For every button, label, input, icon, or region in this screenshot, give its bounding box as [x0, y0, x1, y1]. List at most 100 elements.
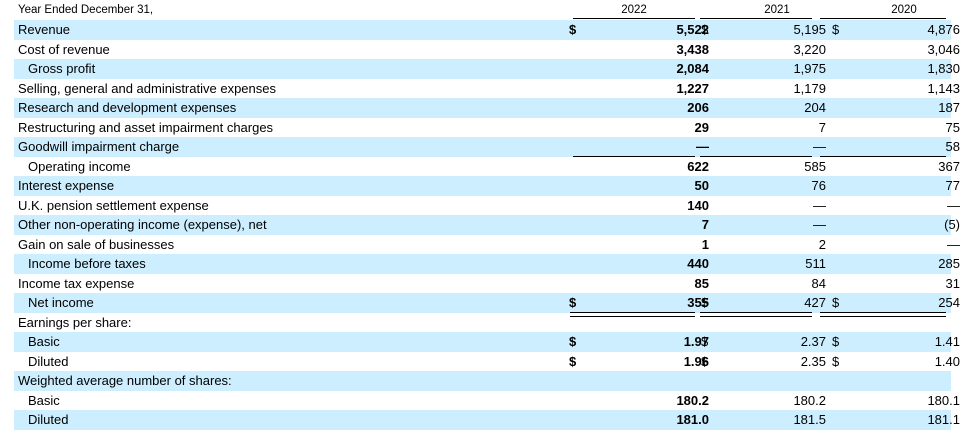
- table-row: U.K. pension settlement expense 140 — —: [14, 196, 960, 216]
- table-row: Net income $ 355 $ 427 $ 254: [14, 293, 960, 313]
- table-row: Income before taxes 440 511 285: [14, 254, 960, 274]
- value-2021: 7: [818, 119, 826, 135]
- value-2020: 181.1: [927, 412, 960, 427]
- row-label: Basic: [28, 334, 60, 349]
- value-2020: 254: [938, 295, 960, 310]
- table-row: Selling, general and administrative expe…: [14, 79, 960, 99]
- table-row: Diluted 181.0 181.5 181.1: [14, 410, 960, 430]
- table-row: Interest expense 50 76 77: [14, 176, 960, 196]
- row-label: Net income: [28, 295, 94, 310]
- header-underline-2021: [700, 18, 812, 19]
- value-2022: 181.0: [676, 412, 709, 427]
- value-2020: 1.41: [934, 334, 960, 349]
- value-2020: 77: [945, 178, 960, 193]
- subtotal-rule: [573, 155, 695, 157]
- table-row: Basic 180.2 180.2 180.1: [14, 391, 960, 411]
- value-2020: 58: [945, 139, 960, 154]
- value-2021: 76: [811, 178, 826, 193]
- subtotal-rule: [820, 155, 946, 157]
- value-2020: 285: [938, 256, 960, 271]
- value-2022: 1.97: [683, 334, 709, 349]
- row-label: Cost of revenue: [18, 41, 110, 57]
- table-row: Other non-operating income (expense), ne…: [14, 215, 960, 235]
- subtotal-rule: [700, 155, 812, 157]
- value-2021: 2: [818, 236, 826, 252]
- value-2022: 2,084: [676, 61, 709, 76]
- dollar-sign: $: [569, 295, 577, 310]
- value-2021: 1,179: [793, 80, 826, 96]
- value-2022: 206: [687, 100, 709, 115]
- value-2022: 7: [701, 217, 709, 232]
- value-2020: 187: [938, 100, 960, 115]
- dollar-sign: $: [569, 353, 577, 369]
- value-2021: 2.37: [800, 334, 826, 349]
- row-label: Basic: [28, 392, 60, 408]
- value-2022: 355: [687, 295, 709, 310]
- value-2020: —: [947, 236, 960, 252]
- value-2020: 75: [945, 119, 960, 135]
- row-label: Selling, general and administrative expe…: [18, 80, 276, 96]
- value-2021: —: [813, 217, 826, 232]
- table-row: Research and development expenses 206 20…: [14, 98, 960, 118]
- year-2022-header: 2022: [621, 4, 647, 16]
- row-label: Interest expense: [18, 178, 115, 193]
- value-2020: 3,046: [927, 41, 960, 57]
- dollar-sign: $: [569, 22, 577, 37]
- dollar-sign: $: [832, 22, 840, 37]
- value-2020: 367: [938, 158, 960, 174]
- value-2021: 2.35: [800, 353, 826, 369]
- total-double-rule: [700, 311, 812, 317]
- row-label: Other non-operating income (expense), ne…: [18, 217, 267, 232]
- value-2020: —: [947, 197, 960, 213]
- row-label: Gross profit: [28, 61, 96, 76]
- value-2022: 3,438: [676, 41, 709, 57]
- row-label: Revenue: [18, 22, 71, 37]
- value-2020: 31: [945, 275, 960, 291]
- value-2022: —: [696, 139, 709, 154]
- table-row: Gross profit 2,084 1,975 1,830: [14, 59, 960, 79]
- value-2021: 585: [804, 158, 826, 174]
- header-underline-2020: [820, 18, 946, 19]
- value-2021: 204: [804, 100, 826, 115]
- value-2022: 5,522: [676, 22, 709, 37]
- table-row: Weighted average number of shares:: [14, 371, 951, 391]
- table-row: Diluted $ 1.96 $ 2.35 $ 1.40: [14, 352, 960, 372]
- year-2021-header: 2021: [764, 4, 790, 16]
- value-2020: 4,876: [927, 22, 960, 37]
- total-double-rule: [820, 311, 946, 317]
- value-2021: 1,975: [793, 61, 826, 76]
- value-2021: 427: [804, 295, 826, 310]
- table-row: Operating income 622 585 367: [14, 157, 960, 177]
- value-2020: 1,143: [927, 80, 960, 96]
- table-row: Restructuring and asset impairment charg…: [14, 118, 960, 138]
- dollar-sign: $: [832, 353, 840, 369]
- table-row: Basic $ 1.97 $ 2.37 $ 1.41: [14, 332, 960, 352]
- value-2022: 85: [694, 275, 709, 291]
- dollar-sign: $: [569, 334, 577, 349]
- row-label: Goodwill impairment charge: [18, 139, 180, 154]
- value-2022: 1,227: [676, 80, 709, 96]
- value-2022: 50: [694, 178, 709, 193]
- dollar-sign: $: [701, 295, 709, 310]
- row-label: Income before taxes: [28, 256, 146, 271]
- dollar-sign: $: [701, 353, 709, 369]
- total-double-rule: [570, 311, 695, 317]
- value-2021: 5,195: [793, 22, 826, 37]
- row-label: Restructuring and asset impairment charg…: [18, 119, 274, 135]
- value-2021: 181.5: [793, 412, 826, 427]
- value-2021: 3,220: [793, 41, 826, 57]
- value-2022: 1: [701, 236, 709, 252]
- row-label: Diluted: [28, 353, 69, 369]
- row-label: Diluted: [28, 412, 69, 427]
- period-label: Year Ended December 31,: [18, 4, 154, 16]
- value-2021: —: [813, 197, 826, 213]
- value-2022: 29: [694, 119, 709, 135]
- value-2020: 180.1: [927, 392, 960, 408]
- table-row: Earnings per share:: [14, 313, 951, 333]
- dollar-sign: $: [701, 334, 709, 349]
- row-label: U.K. pension settlement expense: [18, 197, 209, 213]
- value-2021: 511: [805, 256, 826, 271]
- row-label: Gain on sale of businesses: [18, 236, 175, 252]
- value-2021: 180.2: [793, 392, 826, 408]
- value-2022: 622: [687, 158, 709, 174]
